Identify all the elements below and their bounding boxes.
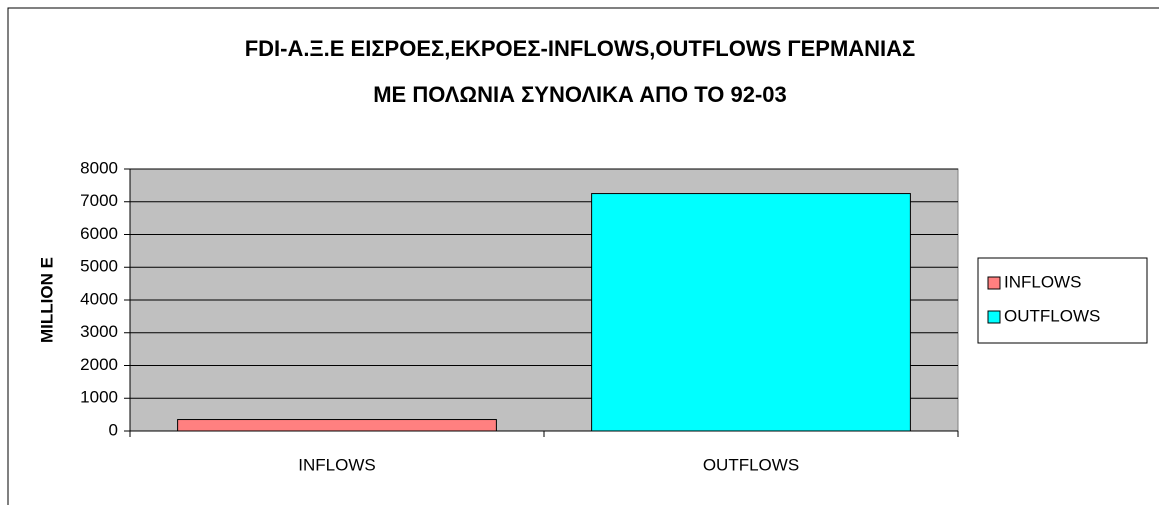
x-tick-label: INFLOWS bbox=[298, 455, 375, 474]
y-tick-label: 8000 bbox=[80, 158, 118, 177]
chart-title: ΜΕ ΠΟΛΩΝΙΑ ΣΥΝΟΛΙΚΑ ΑΠΟ ΤΟ 92-03 bbox=[373, 82, 787, 107]
chart-title: FDI-Α.Ξ.Ε ΕΙΣΡΟΕΣ,ΕΚΡΟΕΣ-INFLOWS,OUTFLOW… bbox=[245, 36, 916, 61]
bar bbox=[177, 419, 497, 432]
legend bbox=[977, 257, 1148, 344]
x-tick-label: OUTFLOWS bbox=[703, 455, 799, 474]
y-tick-label: 4000 bbox=[80, 289, 118, 308]
y-tick-label: 5000 bbox=[80, 257, 118, 276]
y-tick-label: 2000 bbox=[80, 355, 118, 374]
y-axis-label: MILLION E bbox=[37, 257, 56, 343]
bar bbox=[591, 193, 911, 432]
y-tick-label: 3000 bbox=[80, 322, 118, 341]
legend-label: OUTFLOWS bbox=[1004, 306, 1100, 325]
y-tick-label: 0 bbox=[109, 420, 118, 439]
y-tick-label: 6000 bbox=[80, 224, 118, 243]
y-tick-label: 1000 bbox=[80, 388, 118, 407]
legend-swatch bbox=[987, 276, 1001, 290]
legend-swatch bbox=[987, 310, 1001, 324]
legend-label: INFLOWS bbox=[1004, 272, 1081, 291]
y-tick-label: 7000 bbox=[80, 191, 118, 210]
